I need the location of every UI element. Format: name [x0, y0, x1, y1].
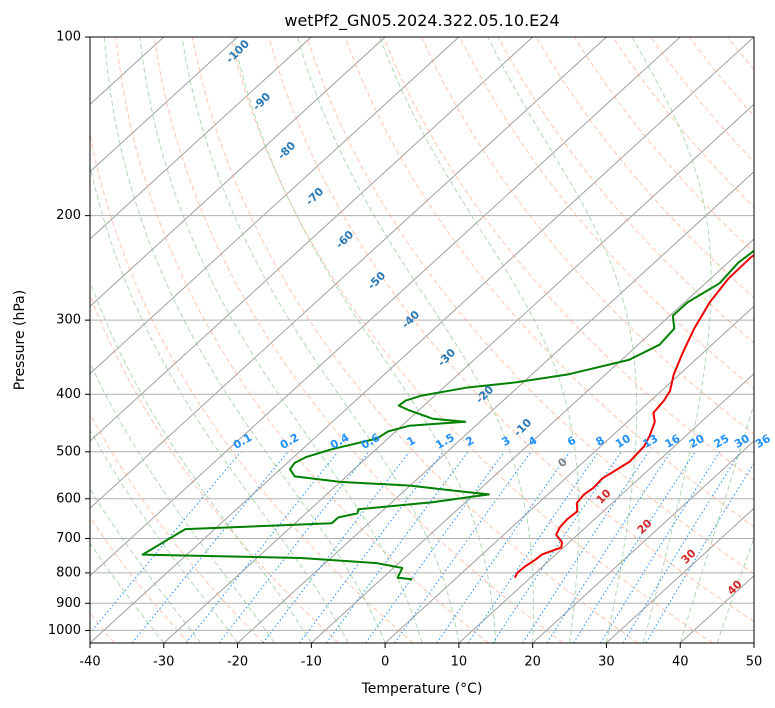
dry-adiabat: [90, 412, 265, 643]
moist-adiabat: [232, 37, 497, 643]
x-tick-label: 10: [451, 655, 468, 670]
moist-adiabat: [716, 536, 754, 643]
skewed-isotherm: [90, 37, 534, 442]
mixing-ratio-line: [90, 451, 242, 634]
dry-adiabat: [191, 37, 639, 643]
mixing-ratio-line: [522, 451, 650, 643]
y-tick-label: 100: [56, 30, 81, 45]
dry-adiabat: [459, 37, 754, 390]
mixing-ratio-line: [299, 451, 444, 643]
moist-adiabat: [139, 37, 423, 643]
y-tick-label: 700: [56, 531, 81, 546]
moist-adiabat: [297, 37, 534, 643]
x-tick-label: 20: [524, 655, 541, 670]
x-tick-label: 50: [746, 655, 763, 670]
mixing-ratio-line: [546, 451, 672, 643]
y-tick-label: 800: [56, 565, 81, 580]
moist-adiabat: [90, 163, 349, 643]
dry-adiabat: [153, 37, 564, 643]
y-tick-label: 900: [56, 596, 81, 611]
skewed-isotherm: [532, 440, 754, 643]
mixing-ratio-line: [492, 451, 622, 643]
moist-adiabat: [90, 429, 238, 643]
mixing-ratio-line: [622, 451, 741, 643]
plot-frame: [89, 36, 755, 644]
y-tick-label: 600: [56, 491, 81, 506]
x-tick-label: -20: [227, 655, 248, 670]
dry-adiabat: [90, 516, 190, 643]
x-tick-label: -10: [301, 655, 322, 670]
y-tick-label: 200: [56, 208, 81, 223]
x-tick-label: 40: [672, 655, 689, 670]
mixing-ratio-line: [573, 451, 696, 643]
moist-adiabat: [379, 37, 580, 643]
moist-adiabat: [487, 37, 638, 643]
gridlines: [90, 37, 754, 631]
mixing-ratio-line: [436, 451, 571, 643]
mixing-ratio-line: [645, 462, 754, 643]
x-tick-label: 0: [381, 655, 389, 670]
dry-adiabat: [421, 37, 754, 435]
x-tick-label: 30: [598, 655, 615, 670]
moist-adiabat: [679, 401, 754, 643]
dry-adiabat: [268, 37, 754, 623]
chart-title: wetPf2_GN05.2024.322.05.10.E24: [284, 11, 559, 31]
mixing-ratio-line: [365, 451, 505, 643]
y-tick-label: 500: [56, 444, 81, 459]
dry-adiabat: [115, 37, 489, 643]
mixing-ratio-line: [131, 451, 289, 643]
x-tick-label: -40: [79, 655, 100, 670]
x-axis: -40 -30 -20 -10 0 10 20 30 40 50: [79, 643, 762, 670]
skewed-isotherm: [90, 37, 460, 375]
skewed-isotherm: [237, 171, 754, 643]
moist-adiabat: [631, 37, 712, 643]
dry-adiabat: [344, 37, 754, 528]
skewed-isotherm: [90, 37, 238, 173]
y-tick-label: 400: [56, 387, 81, 402]
dry-adiabat: [230, 37, 713, 643]
skewed-isotherm: [90, 37, 681, 577]
moist-adiabat: [90, 361, 275, 643]
skewed-isotherm: [606, 507, 754, 643]
dry-adiabat: [90, 131, 414, 643]
y-tick-label: 1000: [48, 623, 81, 638]
profile-lines: [141, 249, 754, 581]
mixing-ratio-line: [185, 451, 339, 643]
dry-adiabat: [535, 37, 754, 299]
background-lines: [90, 37, 754, 643]
dry-adiabat: [306, 37, 754, 575]
skewed-isotherm: [90, 37, 386, 308]
skewed-isotherm: [90, 37, 312, 240]
temperature-profile: [513, 253, 754, 579]
skewed-isotherm: [384, 305, 754, 643]
moist-adiabat: [181, 37, 460, 643]
x-tick-label: -30: [153, 655, 174, 670]
mixing-ratio-line: [394, 451, 532, 643]
y-axis-label: Pressure (hPa): [12, 290, 28, 390]
y-axis: 100 200 300 400 500 600 700 800 900 1000: [48, 30, 90, 638]
line-labels: -100-90-80-70-60-50-40-30-20-100.1 0.2 0.4…: [223, 37, 773, 598]
skewed-isotherm: [90, 37, 607, 509]
skewed-isotherm: [458, 372, 754, 643]
dry-adiabat: [382, 37, 754, 481]
y-tick-label: 300: [56, 313, 81, 328]
skewed-isotherm: [90, 37, 754, 643]
skewed-isotherm: [163, 103, 754, 643]
mixing-ratio-line: [467, 451, 599, 643]
dewpoint-profile: [141, 249, 754, 581]
x-axis-label: Temperature (°C): [361, 681, 483, 697]
